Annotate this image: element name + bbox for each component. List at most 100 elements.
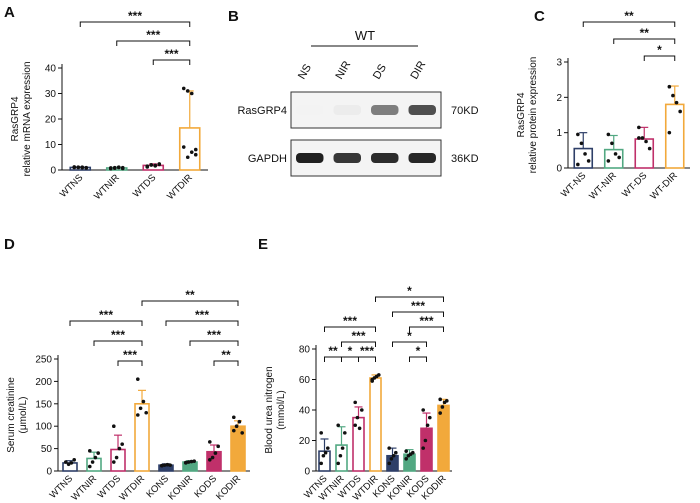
data-point (117, 446, 122, 451)
data-point (637, 136, 641, 140)
data-point (637, 125, 641, 130)
data-point (340, 446, 345, 450)
y-tick-label: 100 (35, 422, 52, 433)
significance-bracket (141, 300, 239, 306)
y-axis-label: RasGRP4 (516, 92, 527, 137)
blot-band (296, 105, 324, 115)
significance-label: ** (221, 348, 231, 362)
y-tick-label: 2 (556, 93, 562, 104)
blot-band (296, 153, 324, 163)
data-point (189, 91, 194, 96)
data-point (387, 446, 391, 450)
data-point (338, 453, 343, 458)
data-point (72, 165, 77, 169)
data-point (440, 405, 445, 409)
y-tick-label: 10 (45, 140, 57, 151)
significance-bracket (79, 21, 191, 27)
significance-label: * (348, 344, 353, 358)
data-point (617, 155, 621, 160)
data-point (216, 444, 220, 449)
blot-lane-label: NS (296, 62, 314, 81)
data-point (425, 423, 430, 428)
data-point (145, 165, 150, 169)
significance-bracket (409, 356, 427, 362)
significance-label: *** (99, 308, 113, 322)
x-tick-label: WTDIR (117, 473, 147, 503)
data-point (72, 458, 76, 462)
y-axis-label: (μmol/L) (18, 397, 29, 434)
significance-label: *** (207, 328, 221, 342)
y-axis-label: Serum creatinine (6, 377, 17, 453)
panel-letter-d: D (4, 236, 15, 253)
data-point (353, 423, 357, 428)
significance-bracket (152, 59, 191, 65)
x-tick-label: WT-NS (559, 170, 588, 199)
significance-bracket (582, 21, 676, 27)
data-point (88, 449, 92, 453)
y-axis-label: RasGRP4 (10, 96, 21, 141)
data-point (208, 458, 212, 462)
data-point (88, 464, 92, 469)
data-point (149, 163, 154, 167)
data-point (114, 455, 119, 460)
blot-lane-label: DS (371, 62, 389, 81)
data-point (76, 165, 81, 170)
data-point (360, 408, 364, 412)
data-point (108, 166, 113, 170)
data-point (181, 86, 186, 91)
y-tick-label: 80 (299, 345, 311, 356)
significance-bracket (93, 340, 143, 346)
x-tick-label: WTDS (131, 172, 159, 200)
significance-label: *** (343, 314, 357, 328)
y-tick-label: 30 (45, 89, 57, 100)
data-point (116, 165, 121, 170)
y-tick-label: 0 (46, 467, 52, 478)
significance-label: ** (624, 9, 634, 23)
data-point (387, 461, 391, 466)
y-tick-label: 40 (45, 64, 57, 75)
chart-c-rasgrp4-protein: 0 1 2 3 RasGRP4 relative protein expression WT… (516, 9, 690, 202)
significance-label: * (657, 43, 662, 57)
data-point (184, 460, 188, 465)
y-axis-label: relative mRNA expression (22, 61, 33, 176)
data-point (186, 460, 191, 464)
significance-label: *** (195, 308, 209, 322)
data-point (192, 459, 196, 463)
significance-label: ** (328, 344, 338, 358)
blot-band (333, 153, 361, 163)
blot-row-size: 70KD (451, 105, 479, 117)
data-point (319, 431, 323, 435)
y-tick-label: 150 (35, 399, 52, 410)
significance-bracket (341, 341, 376, 347)
y-tick-label: 40 (299, 406, 311, 417)
data-point (213, 451, 218, 455)
significance-label: * (407, 284, 412, 298)
data-point (165, 462, 170, 467)
data-point (647, 146, 652, 151)
bar (110, 448, 126, 472)
significance-label: ** (640, 26, 650, 40)
data-point (208, 440, 212, 444)
bar (664, 103, 685, 169)
data-point (438, 411, 442, 415)
chart-a-rasgrp4-mrna: 0 10 20 30 40 RasGRP4 relative mRNA expression… (10, 9, 208, 202)
blot-row-name: GAPDH (248, 153, 287, 165)
data-point (671, 93, 675, 98)
x-tick-label: KONIR (166, 473, 195, 502)
data-point (138, 406, 143, 411)
significance-bracket (213, 360, 239, 366)
data-point (423, 438, 428, 443)
significance-bracket (392, 341, 427, 347)
data-point (120, 442, 124, 446)
data-point (326, 446, 330, 450)
x-tick-label: WTNS (58, 172, 86, 200)
data-point (336, 423, 340, 428)
blot-lane-label: DIR (408, 59, 428, 81)
panel-letter-e: E (258, 236, 269, 253)
y-tick-label: 3 (556, 58, 562, 69)
blot-band (408, 153, 436, 163)
data-point (353, 400, 357, 405)
significance-bracket (324, 326, 376, 332)
data-point (336, 461, 340, 466)
